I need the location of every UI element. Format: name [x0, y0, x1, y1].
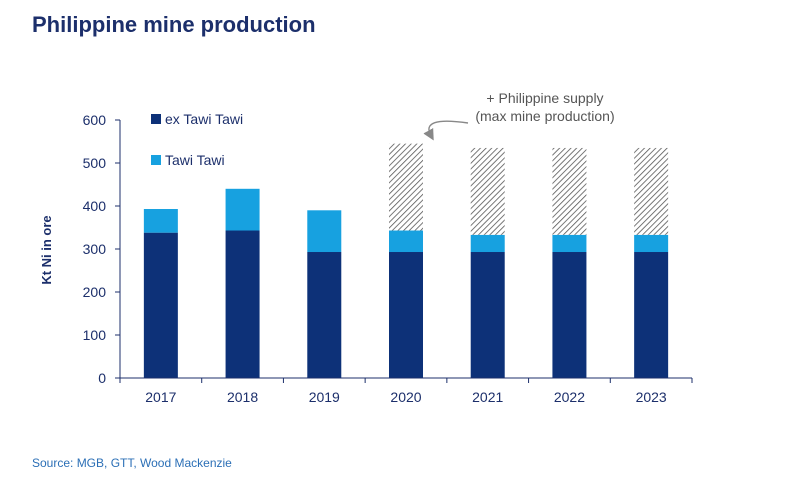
y-tick-label: 100 [83, 327, 107, 343]
y-tick-label: 0 [98, 370, 106, 386]
legend: ex Tawi Tawi Tawi Tawi [151, 111, 243, 168]
bar-2017-series-0 [143, 232, 178, 378]
bar-2021-series-1 [470, 234, 505, 253]
x-tick-label: 2022 [554, 389, 585, 405]
bars [143, 143, 669, 378]
bar-2018-series-1 [225, 188, 260, 231]
bar-2022-series-2 [552, 147, 587, 235]
bar-2023-series-1 [634, 234, 669, 253]
x-tick-label: 2023 [636, 389, 667, 405]
bar-2023-series-0 [634, 252, 669, 378]
legend-swatch [151, 114, 161, 124]
bar-2020-series-2 [389, 143, 423, 231]
legend-label: ex Tawi Tawi [165, 111, 243, 127]
x-axis: 2017 2018 2019 2020 2021 2022 2023 [119, 377, 693, 405]
bar-2021-series-2 [470, 147, 505, 235]
annotation-text: (max mine production) [475, 108, 614, 124]
bar-2022-series-1 [552, 234, 587, 253]
bar-2020-series-1 [389, 230, 423, 253]
x-tick-label: 2019 [309, 389, 340, 405]
bar-2018-series-0 [225, 230, 260, 378]
x-tick-label: 2020 [390, 389, 421, 405]
bar-2020-series-0 [389, 252, 423, 378]
y-axis-title: Kt Ni in ore [39, 215, 54, 284]
annotation-text: + Philippine supply [486, 90, 603, 106]
x-tick-label: 2017 [145, 389, 176, 405]
legend-swatch [151, 155, 161, 165]
source-note: Source: MGB, GTT, Wood Mackenzie [32, 456, 232, 470]
y-axis: 0 100 200 300 400 500 600 [83, 112, 121, 386]
annotation-arrow [423, 120, 469, 141]
y-tick-label: 400 [83, 198, 107, 214]
bar-2019-series-0 [307, 252, 342, 378]
y-tick-label: 600 [83, 112, 107, 128]
bar-2021-series-0 [470, 252, 505, 378]
legend-label: Tawi Tawi [165, 152, 225, 168]
bar-2019-series-1 [307, 210, 342, 253]
x-tick-label: 2021 [472, 389, 503, 405]
y-tick-label: 300 [83, 241, 107, 257]
y-tick-label: 200 [83, 284, 107, 300]
bar-2023-series-2 [634, 147, 669, 235]
x-tick-label: 2018 [227, 389, 258, 405]
bar-2022-series-0 [552, 252, 587, 378]
annotation: + Philippine supply (max mine production) [423, 90, 615, 141]
y-tick-label: 500 [83, 155, 107, 171]
chart-title: Philippine mine production [32, 12, 316, 37]
bar-2017-series-1 [143, 209, 178, 233]
